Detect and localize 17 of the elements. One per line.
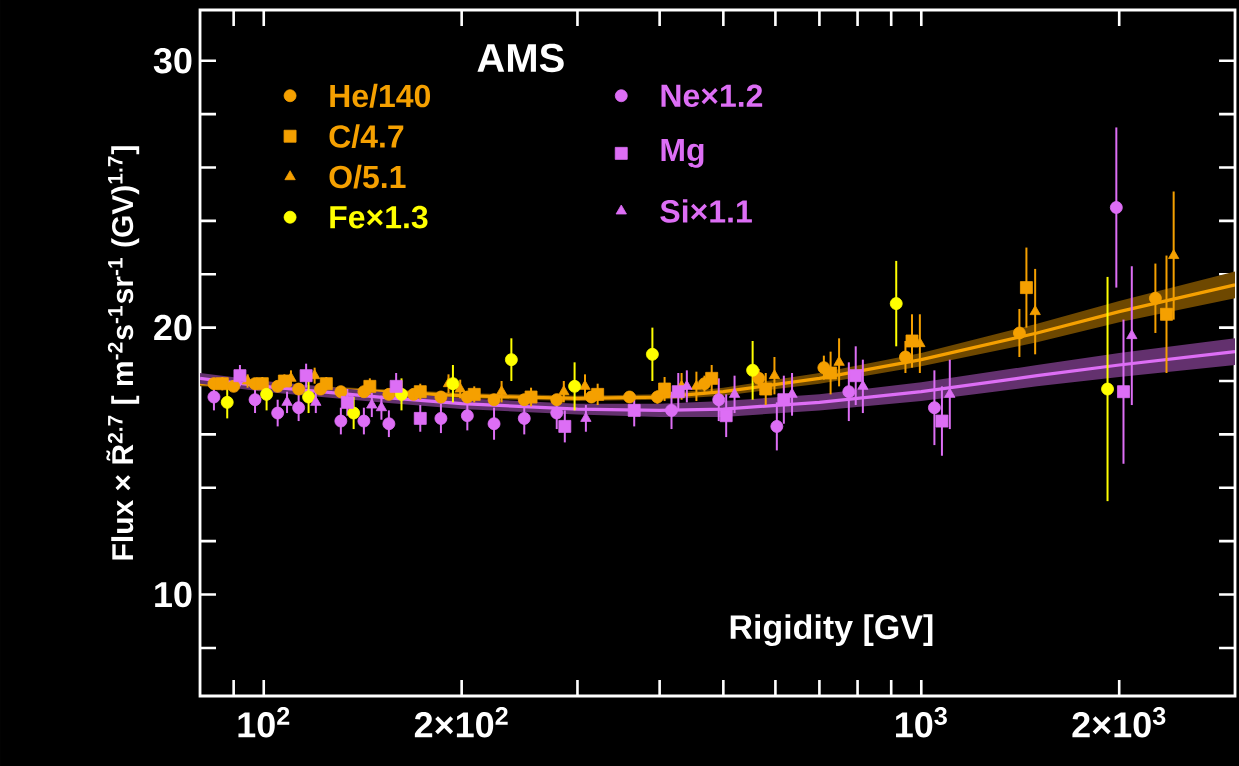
text: AMS [477,43,564,73]
legend-label: Mg [661,138,704,168]
x-tick-label: 10$^{2}$ [238,707,290,738]
legend-label: Si×1.1 [660,199,752,223]
y-tick-label: 30 [153,47,192,74]
x-tick-label: 2×10$^{3}$ [1072,707,1166,738]
text: Flux × R̃$^{2.7}$ [ m$^{-2}$s$^{-1}$sr$^{-1}$ (GV)$^{1.7}$] [106,146,140,560]
x-tick-label: 2×10$^{2}$ [414,707,508,738]
legend-label: C/4.7 [329,124,404,149]
x-tick-label: 10$^{3}$ [896,707,947,738]
x-axis-title: Rigidity [GV] [730,614,933,647]
legend-label: Fe×1.3 [330,205,428,229]
y-tick-label: 20 [154,314,192,341]
legend-label: O/5.1 [329,164,406,189]
legend-label: Ne×1.2 [661,84,763,108]
y-tick-label: 10 [155,581,192,608]
legend-label: He/140 [330,83,431,108]
